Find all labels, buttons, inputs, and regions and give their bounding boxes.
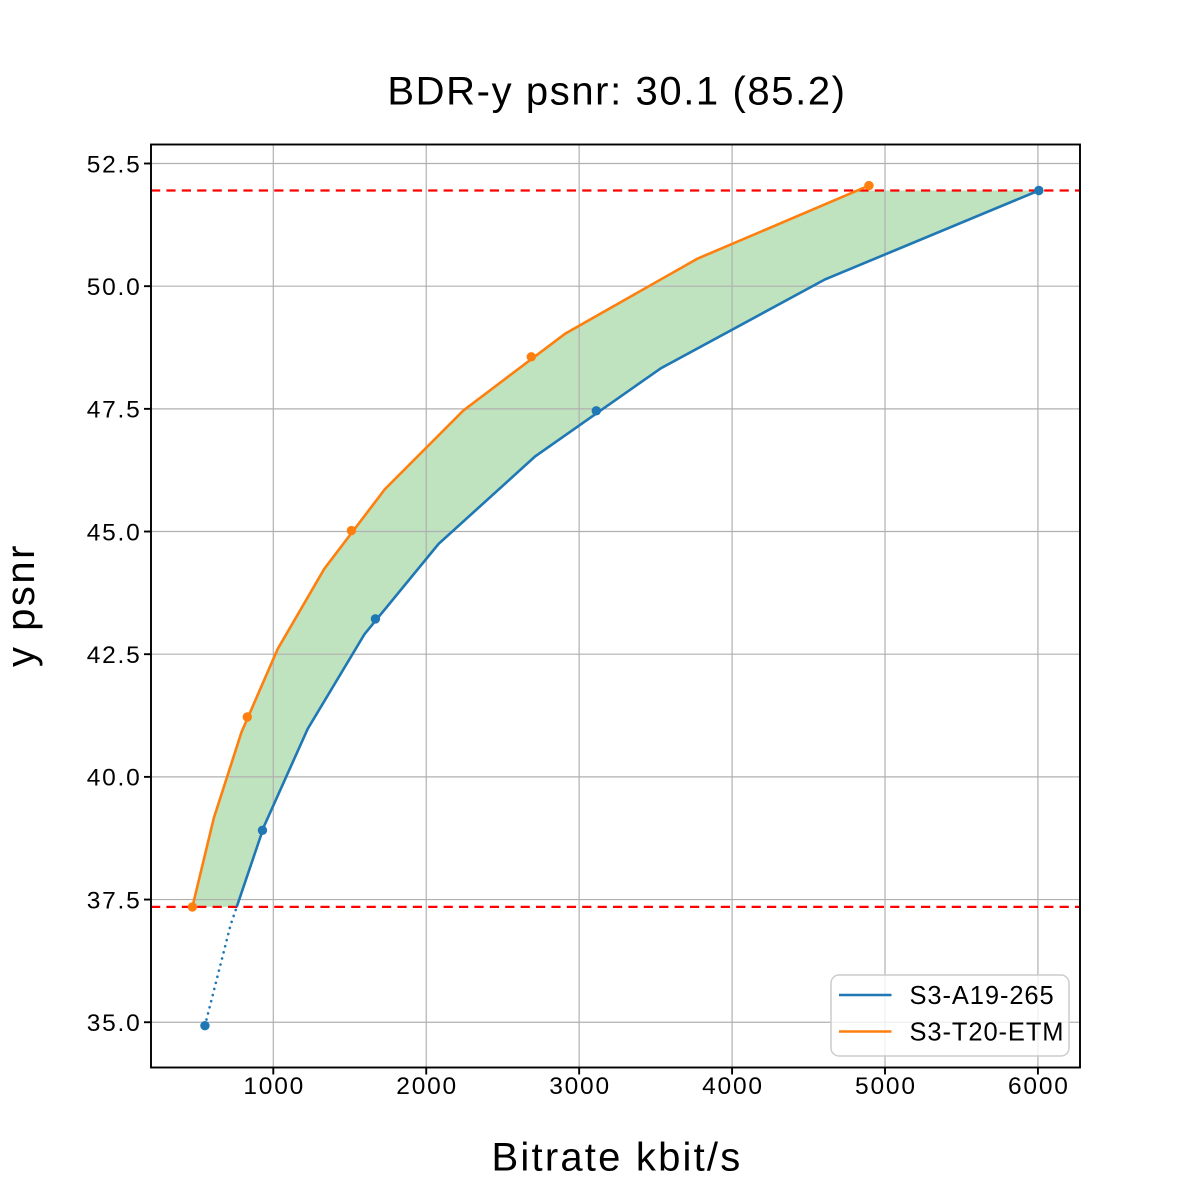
svg-text:BDR-y psnr: 30.1 (85.2): BDR-y psnr: 30.1 (85.2): [387, 70, 846, 114]
svg-text:y psnr: y psnr: [0, 543, 43, 667]
svg-text:35.0: 35.0: [87, 1010, 142, 1037]
svg-text:5000: 5000: [855, 1073, 917, 1100]
svg-text:50.0: 50.0: [87, 274, 142, 301]
svg-text:1000: 1000: [243, 1073, 305, 1100]
svg-text:Bitrate kbit/s: Bitrate kbit/s: [492, 1136, 743, 1180]
svg-text:S3-A19-265: S3-A19-265: [910, 982, 1055, 1010]
svg-text:45.0: 45.0: [87, 519, 142, 546]
svg-text:47.5: 47.5: [87, 397, 142, 424]
svg-text:40.0: 40.0: [87, 765, 142, 792]
svg-text:S3-T20-ETM: S3-T20-ETM: [910, 1019, 1065, 1047]
svg-text:4000: 4000: [702, 1073, 764, 1100]
svg-text:3000: 3000: [549, 1073, 611, 1100]
svg-text:37.5: 37.5: [87, 887, 142, 914]
svg-text:2000: 2000: [396, 1073, 458, 1100]
svg-text:52.5: 52.5: [87, 151, 142, 178]
svg-text:6000: 6000: [1008, 1073, 1070, 1100]
svg-text:42.5: 42.5: [87, 642, 142, 669]
